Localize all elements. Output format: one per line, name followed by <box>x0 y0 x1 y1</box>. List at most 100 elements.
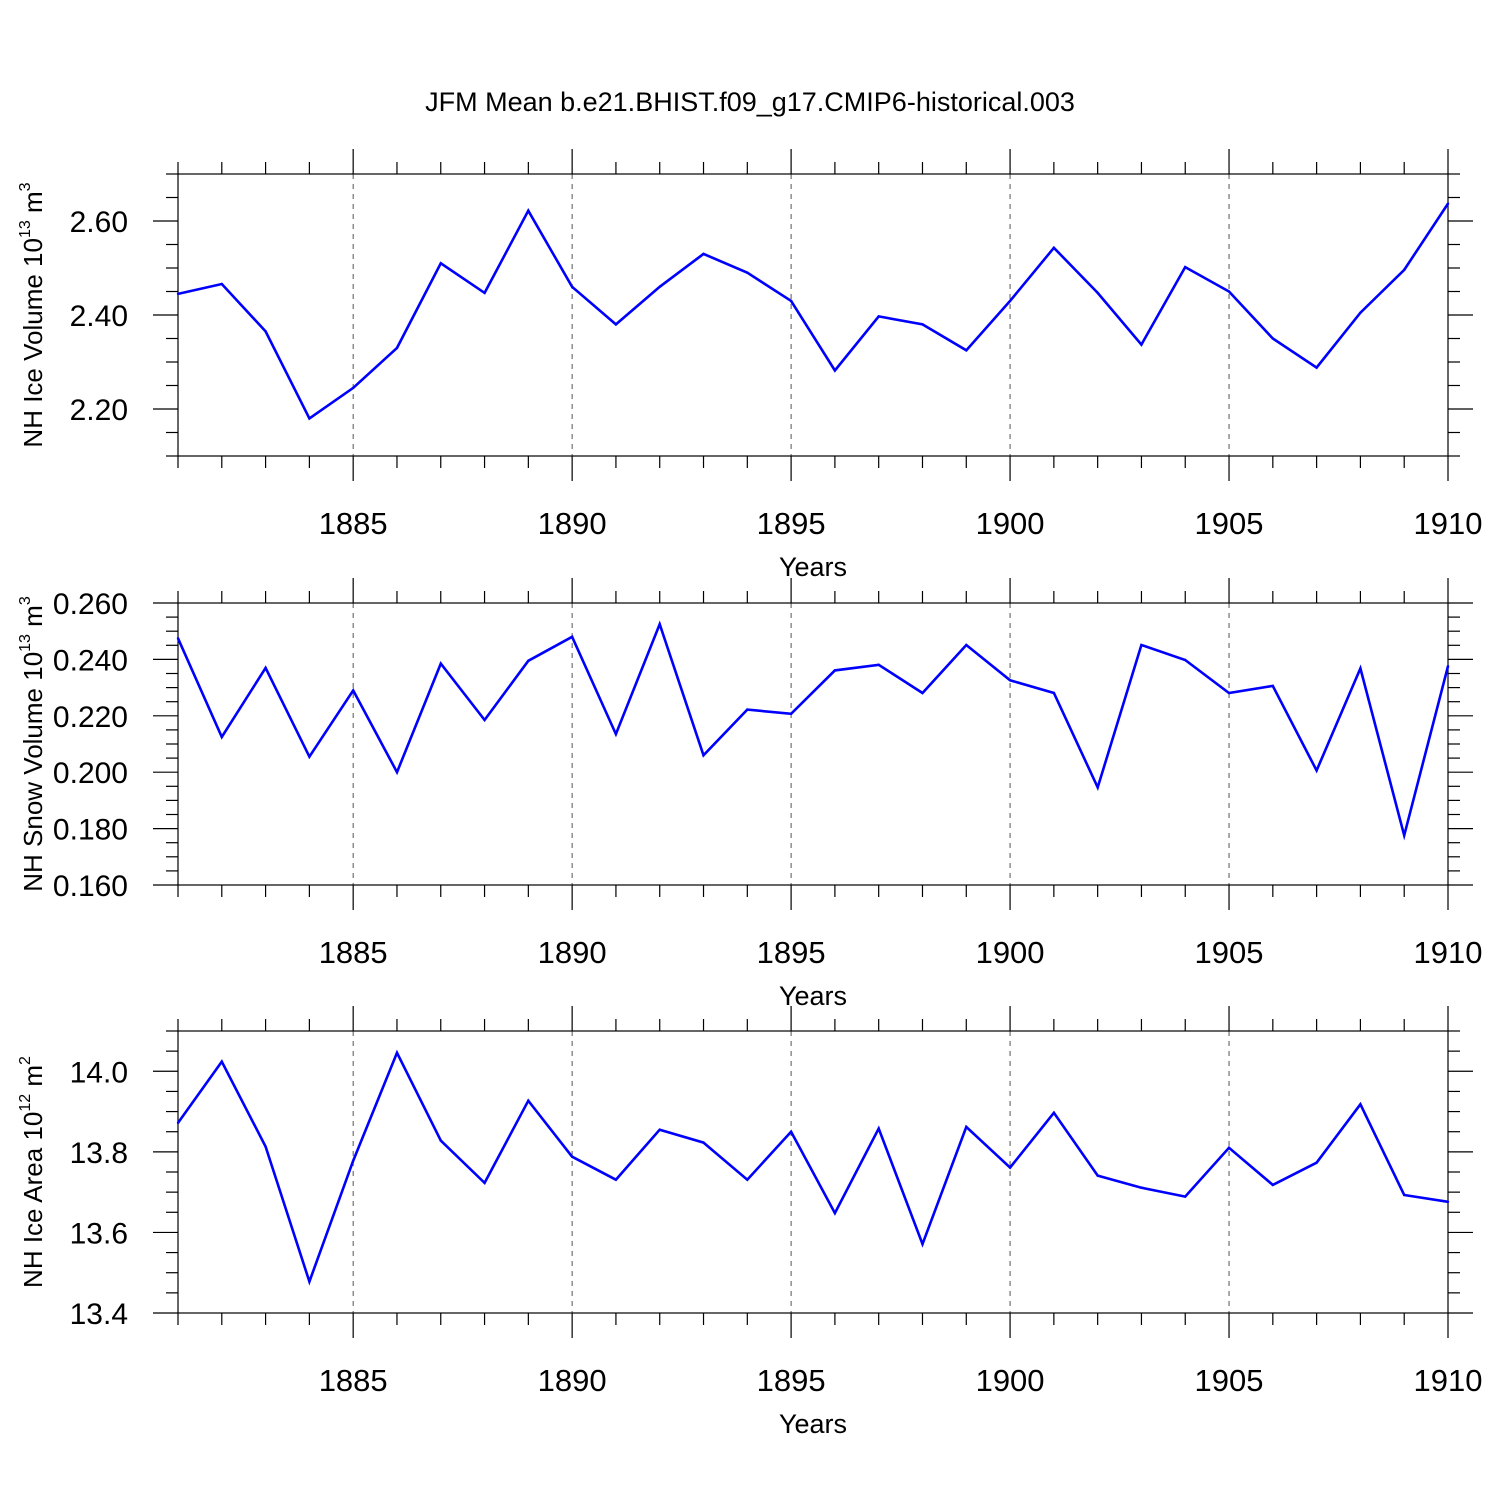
x-tick-label: 1885 <box>319 506 388 541</box>
data-point <box>439 1139 442 1142</box>
data-point <box>1052 246 1056 249</box>
data-point <box>1403 834 1406 837</box>
x-tick-label: 1905 <box>1195 1363 1264 1398</box>
x-tick-label: 1895 <box>757 935 826 970</box>
data-point <box>833 1211 837 1215</box>
data-point <box>921 691 924 695</box>
data-point <box>1315 1161 1318 1164</box>
x-tick-label: 1885 <box>319 1363 388 1398</box>
x-axis-label: Years <box>779 552 847 582</box>
data-point <box>1271 337 1275 340</box>
y-tick-label: 2.40 <box>70 300 128 333</box>
x-tick-label: 1910 <box>1414 506 1483 541</box>
data-point <box>264 666 267 670</box>
data-point <box>965 349 968 352</box>
data-point <box>1140 1186 1143 1189</box>
figure-title: JFM Mean b.e21.BHIST.f09_g17.CMIP6-histo… <box>425 87 1075 117</box>
panel-ice-volume: 1885 1890 1895 1900 1905 1910 Years 2.20 2.40 2.6… <box>17 149 1482 582</box>
x-axis-label: Years <box>779 1409 847 1439</box>
x-tick-label: 1910 <box>1414 1363 1483 1398</box>
data-point <box>1096 291 1099 295</box>
data-point <box>1315 366 1318 369</box>
data-point <box>1227 290 1231 293</box>
y-tick-label: 13.8 <box>70 1137 128 1170</box>
x-tick-label: 1890 <box>538 1363 607 1398</box>
data-point <box>483 718 486 722</box>
y-tick-label: 2.60 <box>70 206 128 239</box>
y-tick-label: 0.240 <box>53 644 128 677</box>
data-point <box>1184 658 1187 662</box>
data-point <box>877 663 880 666</box>
y-tick-label: 0.180 <box>53 814 128 847</box>
data-point <box>614 323 618 326</box>
data-point <box>833 369 837 372</box>
data-point <box>1008 299 1012 303</box>
data-point <box>220 1060 223 1063</box>
y-tick-label: 13.6 <box>70 1217 128 1250</box>
x-tick-label: 1895 <box>757 1363 826 1398</box>
data-point <box>351 386 355 390</box>
data-point <box>570 285 574 288</box>
data-point <box>921 323 924 326</box>
data-point <box>1227 1146 1231 1150</box>
data-point <box>176 292 180 296</box>
data-point <box>1403 268 1406 272</box>
data-point <box>351 1159 355 1162</box>
data-point <box>1271 1183 1275 1187</box>
data-point <box>483 291 486 295</box>
data-point <box>702 754 705 757</box>
x-axis-label: Years <box>779 981 847 1011</box>
data-point <box>921 1242 924 1246</box>
y-tick-label: 0.200 <box>53 757 128 790</box>
series-line <box>176 620 1450 841</box>
data-point <box>658 622 661 626</box>
y-tick-label: 2.20 <box>70 394 128 427</box>
data-point <box>658 1128 661 1131</box>
x-tick-label: 1900 <box>976 1363 1045 1398</box>
data-point <box>746 271 749 274</box>
data-point <box>308 755 311 758</box>
y-tick-label: 13.4 <box>70 1298 128 1331</box>
data-point <box>1096 1174 1099 1177</box>
data-point <box>308 417 311 420</box>
data-point <box>176 637 180 640</box>
y-tick-label: 14.0 <box>70 1056 128 1089</box>
data-point <box>658 285 661 288</box>
data-point <box>789 712 793 716</box>
data-point <box>439 662 442 665</box>
data-point <box>527 1099 530 1102</box>
data-point <box>746 1178 749 1181</box>
x-tick-label: 1895 <box>757 506 826 541</box>
x-tick-label: 1900 <box>976 506 1045 541</box>
data-point <box>1403 1193 1406 1197</box>
data-point <box>1096 786 1099 789</box>
data-point <box>789 299 793 303</box>
data-point <box>176 1121 180 1125</box>
series-line <box>176 1049 1449 1286</box>
data-point <box>1359 311 1362 314</box>
data-point <box>789 1130 793 1133</box>
data-point <box>1446 1200 1450 1204</box>
data-point <box>1227 691 1231 695</box>
data-point <box>702 252 705 256</box>
data-point <box>308 1280 311 1283</box>
y-tick-label: 0.160 <box>53 870 128 903</box>
data-point <box>527 659 530 663</box>
panel-snow-volume: 1885 1890 1895 1900 1905 1910 Years 0.160 0.180 0… <box>17 578 1482 1011</box>
data-point <box>965 1125 968 1129</box>
data-point <box>264 330 267 333</box>
data-point <box>614 732 618 736</box>
data-point <box>527 209 530 212</box>
data-point <box>1359 1103 1362 1106</box>
data-point <box>351 689 355 692</box>
data-point <box>570 635 574 639</box>
data-point <box>614 1178 618 1181</box>
data-point <box>483 1181 486 1185</box>
y-axis-label: NH Ice Volume 1013 m3 <box>17 182 48 447</box>
y-tick-label: 0.220 <box>53 701 128 734</box>
data-point <box>746 708 749 711</box>
data-point <box>1184 265 1187 269</box>
x-tick-label: 1900 <box>976 935 1045 970</box>
x-tick-label: 1885 <box>319 935 388 970</box>
